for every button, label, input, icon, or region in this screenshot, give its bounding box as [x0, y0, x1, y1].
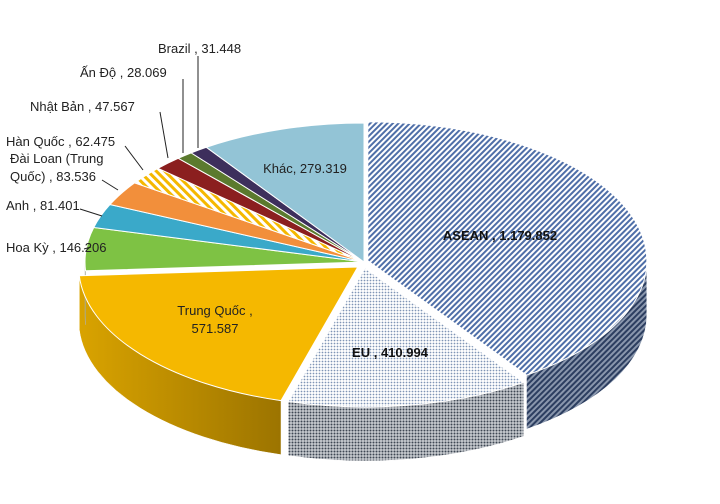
pie-top-faces	[78, 121, 648, 408]
leader-line-dai-loan-trung-quoc	[101, 179, 119, 191]
data-labels: ASEAN , 1.179.852 EU , 410.994 Trung Quốc …	[6, 41, 557, 360]
data-label-nhat-ban: Nhật Bản , 47.567	[30, 99, 135, 114]
data-label-eu: EU , 410.994	[352, 345, 429, 360]
data-label-brazil: Brazil , 31.448	[158, 41, 241, 56]
leader-line-hoa-ky	[83, 246, 92, 250]
data-label-an-do: Ấn Độ , 28.069	[80, 65, 167, 80]
slice-khac	[205, 122, 365, 263]
slice-trung-quoc	[78, 266, 359, 402]
leader-line-nhat-ban	[159, 111, 169, 159]
leader-line-han-quoc	[124, 145, 144, 171]
data-label-trung-quoc: Trung Quốc , 571.587	[177, 303, 252, 336]
data-label-han-quoc: Hàn Quốc , 62.475	[6, 134, 115, 149]
data-label-asean: ASEAN , 1.179.852	[443, 228, 557, 243]
data-label-khac: Khác, 279.319	[263, 161, 347, 176]
leader-lines	[79, 56, 199, 250]
data-label-anh: Anh , 81.401	[6, 198, 80, 213]
leader-line-anh	[79, 208, 103, 217]
slice-eu	[287, 267, 525, 408]
data-label-hoa-ky: Hoa Kỳ , 146.206	[6, 240, 106, 255]
slice-asean	[367, 121, 648, 376]
data-label-dai-loan-trung-quoc: Đài Loan (Trung Quốc) , 83.536	[10, 151, 103, 184]
